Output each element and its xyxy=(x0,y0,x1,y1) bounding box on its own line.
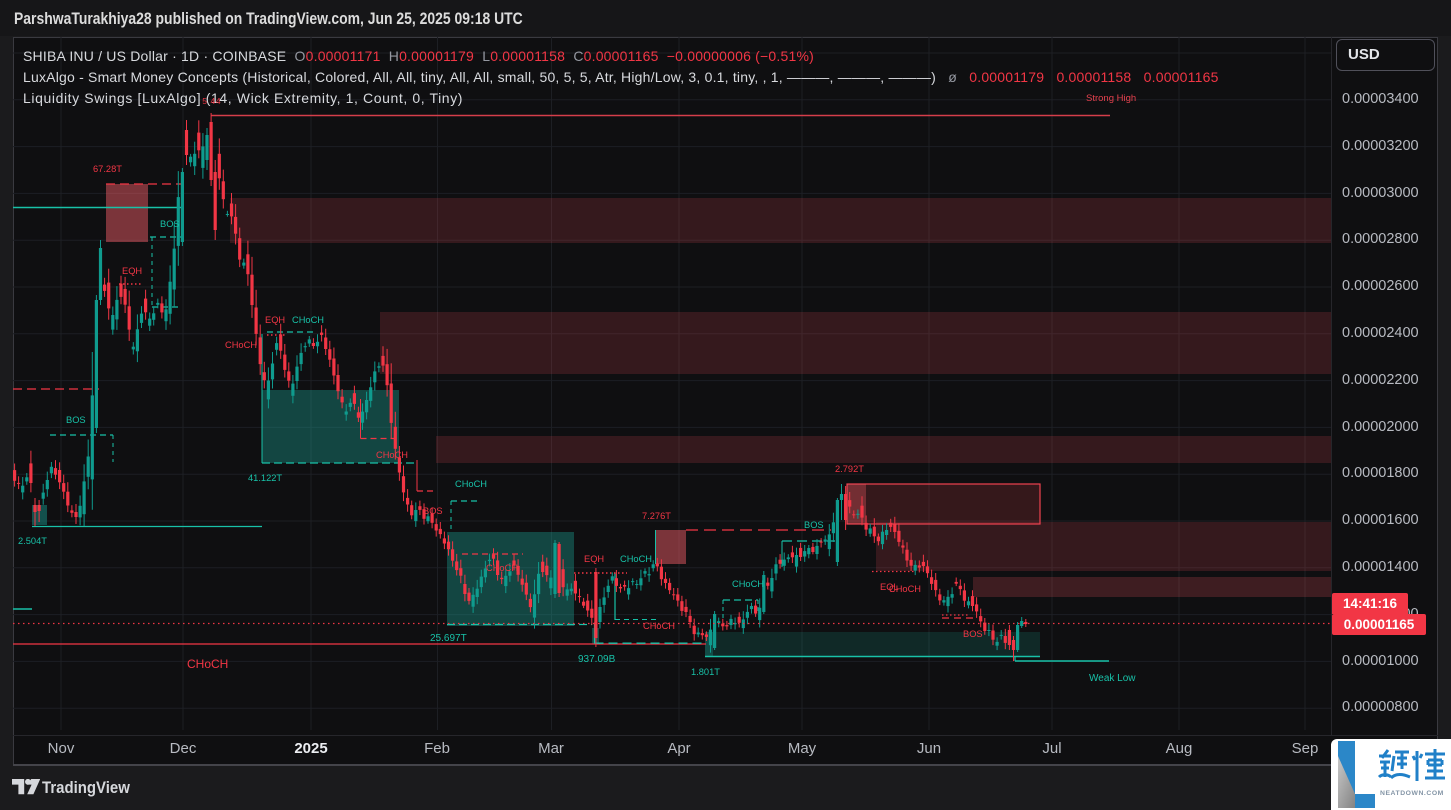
svg-text:EQL: EQL xyxy=(880,582,899,592)
svg-text:CHoCH: CHoCH xyxy=(455,479,487,489)
svg-text:41.122T: 41.122T xyxy=(248,473,282,483)
svg-text:BOS: BOS xyxy=(160,219,180,229)
svg-text:CHoCH: CHoCH xyxy=(889,584,921,594)
svg-text:1.801T: 1.801T xyxy=(691,667,720,677)
svg-text:25.697T: 25.697T xyxy=(430,633,467,644)
svg-text:937.09B: 937.09B xyxy=(578,654,616,665)
svg-text:NEATDOWN.COM: NEATDOWN.COM xyxy=(1380,790,1444,797)
svg-text:BOS: BOS xyxy=(804,520,824,530)
svg-text:Weak Low: Weak Low xyxy=(1089,673,1136,684)
svg-text:CHoCH: CHoCH xyxy=(292,315,324,325)
svg-text:Strong High: Strong High xyxy=(1086,93,1136,104)
svg-text:7.276T: 7.276T xyxy=(642,511,671,521)
svg-text:CHoCH: CHoCH xyxy=(187,657,228,671)
svg-text:BOS: BOS xyxy=(963,629,983,639)
svg-text:CHoCH: CHoCH xyxy=(620,554,652,564)
svg-text:CHoCH: CHoCH xyxy=(486,563,518,573)
svg-text:EQH: EQH xyxy=(122,266,142,276)
svg-text:BOS: BOS xyxy=(423,506,443,516)
svg-text:CHoCH: CHoCH xyxy=(376,450,408,460)
svg-text:2.504T: 2.504T xyxy=(18,536,47,546)
svg-text:BOS: BOS xyxy=(66,415,86,425)
svg-text:CHoCH: CHoCH xyxy=(225,340,257,350)
svg-text:CHoCH: CHoCH xyxy=(643,621,675,631)
svg-text:CHoCH: CHoCH xyxy=(732,579,764,589)
svg-text:67.28T: 67.28T xyxy=(93,164,122,174)
svg-text:2.792T: 2.792T xyxy=(835,464,864,474)
svg-text:EQH: EQH xyxy=(265,315,285,325)
svg-text:EQH: EQH xyxy=(584,554,604,564)
